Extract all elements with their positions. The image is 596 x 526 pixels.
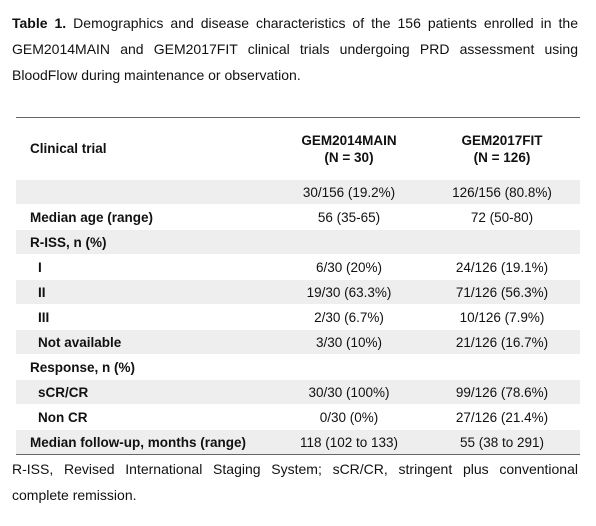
header-cell: GEM2014MAIN (N = 30) [274,117,424,180]
table-cell: R-ISS, n (%) [16,229,274,255]
table-cell: sCR/CR [16,379,274,405]
table-cell: I [16,254,274,280]
table-cell: 99/126 (78.6%) [424,379,580,405]
table-cell: 30/156 (19.2%) [274,179,424,205]
table-cell: 21/126 (16.7%) [424,329,580,355]
table-row: 30/156 (19.2%) 126/156 (80.8%) [16,179,580,205]
table-row: II 19/30 (63.3%) 71/126 (56.3%) [16,279,580,305]
table-cell: 71/126 (56.3%) [424,279,580,305]
header-line: GEM2014MAIN [301,132,397,148]
table-cell: 10/126 (7.9%) [424,304,580,330]
table-row: III 2/30 (6.7%) 10/126 (7.9%) [16,304,580,330]
table-cell: 19/30 (63.3%) [274,279,424,305]
table-cell: 72 (50-80) [424,204,580,230]
table-cell: Non CR [16,404,274,430]
table-cell: 2/30 (6.7%) [274,304,424,330]
table-row: Median follow-up, months (range) 118 (102… [16,429,580,455]
table-cell: Median follow-up, months (range) [16,429,274,455]
header-cell: GEM2017FIT (N = 126) [424,117,580,180]
table-cell: Not available [16,329,274,355]
table-cell: 27/126 (21.4%) [424,404,580,430]
table-cell: Response, n (%) [16,354,274,380]
table-body: 30/156 (19.2%) 126/156 (80.8%) Median age … [16,179,580,455]
table-row: R-ISS, n (%) [16,229,580,255]
footnote: R-ISS, Revised International Staging Sys… [12,461,578,503]
table-row: Response, n (%) [16,354,580,380]
header-cell: Clinical trial [16,117,274,180]
table-cell: 24/126 (19.1%) [424,254,580,280]
table-cell: 55 (38 to 291) [424,429,580,455]
table-cell: 0/30 (0%) [274,404,424,430]
table-cell [16,179,274,205]
caption: Table 1. Demographics and disease charac… [12,10,578,88]
table-row: Not available 3/30 (10%) 21/126 (16.7%) [16,329,580,355]
caption-label: Table 1. [12,15,67,31]
table-cell [274,229,424,255]
table-row: I 6/30 (20%) 24/126 (19.1%) [16,254,580,280]
table-row: Non CR 0/30 (0%) 27/126 (21.4%) [16,404,580,430]
table-cell: Median age (range) [16,204,274,230]
table: Clinical trial GEM2014MAIN (N = 30) GEM20… [16,117,580,455]
table-cell [424,229,580,255]
table-cell: 118 (102 to 133) [274,429,424,455]
table-cell: III [16,304,274,330]
header-line: (N = 126) [473,149,531,165]
table-cell: 3/30 (10%) [274,329,424,355]
header-line: (N = 30) [324,149,374,165]
table-cell: 126/156 (80.8%) [424,179,580,205]
table-cell: II [16,279,274,305]
table-cell: 30/30 (100%) [274,379,424,405]
table-row: Median age (range) 56 (35-65) 72 (50-80) [16,204,580,230]
caption-text: Demographics and disease characteristics… [12,15,578,83]
table-cell [424,354,580,380]
header-line: GEM2017FIT [461,132,543,148]
table-cell [274,354,424,380]
table-row: sCR/CR 30/30 (100%) 99/126 (78.6%) [16,379,580,405]
table-cell: 6/30 (20%) [274,254,424,280]
table-cell: 56 (35-65) [274,204,424,230]
